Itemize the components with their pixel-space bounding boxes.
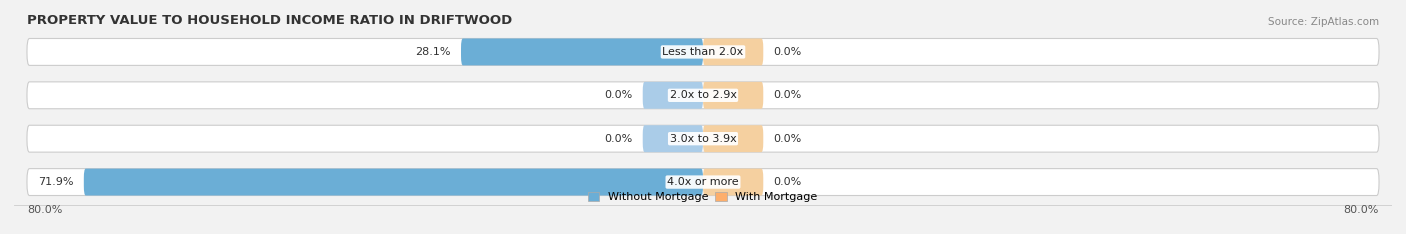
Text: 0.0%: 0.0% [773,47,801,57]
Text: 3.0x to 3.9x: 3.0x to 3.9x [669,134,737,144]
Text: PROPERTY VALUE TO HOUSEHOLD INCOME RATIO IN DRIFTWOOD: PROPERTY VALUE TO HOUSEHOLD INCOME RATIO… [27,14,512,27]
Text: 71.9%: 71.9% [38,177,73,187]
Text: 0.0%: 0.0% [605,90,633,100]
Text: 2.0x to 2.9x: 2.0x to 2.9x [669,90,737,100]
FancyBboxPatch shape [703,125,763,152]
FancyBboxPatch shape [84,169,703,196]
Text: 80.0%: 80.0% [1344,205,1379,216]
Text: Source: ZipAtlas.com: Source: ZipAtlas.com [1268,17,1379,27]
FancyBboxPatch shape [27,169,1379,196]
FancyBboxPatch shape [461,38,703,65]
FancyBboxPatch shape [27,38,1379,65]
Text: 0.0%: 0.0% [773,177,801,187]
FancyBboxPatch shape [703,38,763,65]
FancyBboxPatch shape [703,82,763,109]
FancyBboxPatch shape [643,82,703,109]
Text: 4.0x or more: 4.0x or more [668,177,738,187]
Text: 28.1%: 28.1% [415,47,451,57]
FancyBboxPatch shape [27,125,1379,152]
Legend: Without Mortgage, With Mortgage: Without Mortgage, With Mortgage [588,192,818,202]
FancyBboxPatch shape [643,125,703,152]
FancyBboxPatch shape [27,82,1379,109]
Text: Less than 2.0x: Less than 2.0x [662,47,744,57]
Text: 0.0%: 0.0% [605,134,633,144]
FancyBboxPatch shape [703,169,763,196]
Text: 80.0%: 80.0% [27,205,62,216]
Text: 0.0%: 0.0% [773,90,801,100]
Text: 0.0%: 0.0% [773,134,801,144]
